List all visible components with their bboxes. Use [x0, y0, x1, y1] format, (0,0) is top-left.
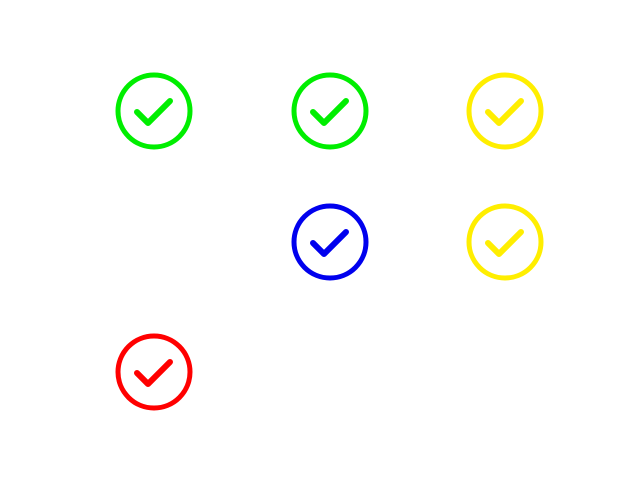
circle-outline	[115, 333, 193, 411]
checkmark	[485, 98, 524, 126]
check-circle-button-1[interactable]	[114, 71, 194, 151]
checkmark	[310, 98, 349, 126]
circle-outline	[115, 72, 193, 150]
check-circle-icon	[291, 72, 369, 150]
circle-outline	[291, 203, 369, 281]
check-circle-icon	[466, 72, 544, 150]
check-circle-button-4[interactable]	[290, 202, 370, 282]
check-circle-icon	[291, 203, 369, 281]
circle-outline	[466, 72, 544, 150]
checkmark	[134, 359, 173, 387]
check-circle-icon	[466, 203, 544, 281]
check-circle-button-5[interactable]	[465, 202, 545, 282]
checkmark	[134, 98, 173, 126]
check-circle-icon	[115, 333, 193, 411]
check-circle-icon	[115, 72, 193, 150]
checkmark	[310, 229, 349, 257]
circle-outline	[466, 203, 544, 281]
circle-outline	[291, 72, 369, 150]
check-circle-button-6[interactable]	[114, 332, 194, 412]
checkmark	[485, 229, 524, 257]
check-circle-button-3[interactable]	[465, 71, 545, 151]
check-circle-button-2[interactable]	[290, 71, 370, 151]
